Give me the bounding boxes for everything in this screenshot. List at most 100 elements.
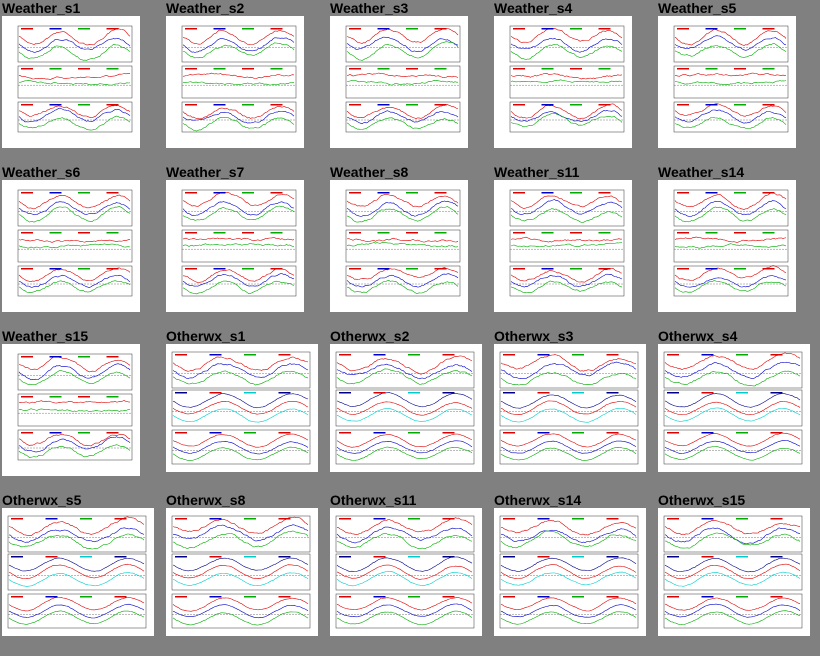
thumbnail-line xyxy=(336,597,473,611)
thumbnail-line xyxy=(18,239,131,243)
thumbnail-line xyxy=(500,440,637,454)
thumbnail-panel xyxy=(17,429,133,461)
thumbnail-label xyxy=(78,28,90,30)
thumbnail-line xyxy=(182,110,295,124)
thumbnail-label xyxy=(677,192,689,194)
thumbnail-label xyxy=(442,392,455,394)
thumbnail-line xyxy=(336,408,473,422)
cell-title: Weather_s3 xyxy=(330,0,409,16)
thumbnail-label xyxy=(442,596,455,598)
thumbnail-label xyxy=(209,354,222,356)
thumbnail-label xyxy=(442,518,455,520)
thumbnail-label xyxy=(442,432,455,434)
thumbnail-line xyxy=(18,115,131,131)
thumbnail-panel xyxy=(171,389,311,427)
thumbnail-line xyxy=(674,117,787,130)
thumbnail-line xyxy=(172,530,309,549)
thumbnail-line xyxy=(664,557,801,573)
thumbnail-panel xyxy=(17,229,133,263)
thumbnail-line xyxy=(182,237,295,242)
thumbnail-label xyxy=(349,28,361,30)
thumbnail-line xyxy=(18,28,131,46)
thumbnail-label xyxy=(572,432,584,434)
thumbnail-label xyxy=(701,556,714,558)
thumbnail-line xyxy=(336,355,473,375)
thumbnail-line xyxy=(18,43,131,61)
thumbnail-label xyxy=(11,556,23,558)
thumbnail-label xyxy=(442,354,455,356)
thumbnail-panel xyxy=(171,429,311,465)
thumbnail-label xyxy=(78,396,90,398)
cell-title: Weather_s1 xyxy=(2,0,81,16)
thumbnail-line xyxy=(664,603,801,618)
gallery-cell: Weather_s1 xyxy=(0,0,164,164)
thumbnail-label xyxy=(736,556,748,558)
cell-title: Weather_s14 xyxy=(658,164,745,180)
gallery-cell: Weather_s6 xyxy=(0,164,164,328)
gallery-cell: Weather_s14 xyxy=(656,164,820,328)
thumbnail-line xyxy=(664,401,801,416)
thumbnail-line xyxy=(18,267,131,283)
thumbnail-panel xyxy=(509,229,625,263)
thumbnail-label xyxy=(270,232,283,234)
thumbnail-line xyxy=(500,571,637,586)
thumbnail-label xyxy=(339,432,351,434)
thumbnail-line xyxy=(172,408,309,423)
thumbnail-line xyxy=(664,597,801,611)
cell-title: Otherwx_s5 xyxy=(2,492,82,508)
gallery-cell: Weather_s7 xyxy=(164,164,328,328)
thumbnail-label xyxy=(572,518,584,520)
thumbnail-line xyxy=(182,29,295,45)
thumbnail-line xyxy=(346,241,459,248)
thumbnail-line xyxy=(664,393,801,408)
thumbnail-label xyxy=(106,28,119,30)
thumbnail-line xyxy=(346,194,459,208)
thumbnail-label xyxy=(705,104,718,106)
thumbnail-label xyxy=(701,432,714,434)
thumbnail-label xyxy=(49,356,62,358)
thumbnail-label xyxy=(78,268,90,270)
gallery-cell: Otherwx_s4 xyxy=(656,328,820,492)
thumbnail-line xyxy=(664,446,801,461)
thumbnail-chart xyxy=(499,351,639,465)
thumbnail-label xyxy=(244,392,256,394)
gallery-cell: Weather_s5 xyxy=(656,0,820,164)
thumbnail-panel xyxy=(181,65,297,99)
thumbnail-chart xyxy=(335,515,475,629)
thumbnail-panel xyxy=(17,353,133,391)
gallery-cell: Otherwx_s2 xyxy=(328,328,492,492)
thumbnail-label xyxy=(209,518,222,520)
thumbnail-panel xyxy=(345,65,461,99)
thumbnail-panel xyxy=(509,189,625,227)
thumbnail-label xyxy=(21,28,33,30)
thumbnail-label xyxy=(373,556,386,558)
thumbnail-line xyxy=(172,370,309,386)
thumbnail-label xyxy=(209,596,222,598)
thumbnail-label xyxy=(606,354,619,356)
thumbnail-label xyxy=(373,432,386,434)
thumbnail-label xyxy=(49,232,62,234)
thumbnail-label xyxy=(677,232,689,234)
thumbnail-label xyxy=(175,392,187,394)
gallery-cell: Otherwx_s11 xyxy=(328,492,492,656)
thumbnail-line xyxy=(510,28,623,43)
thumbnail-panel xyxy=(171,515,311,553)
thumbnail-label xyxy=(80,518,92,520)
thumbnail-line xyxy=(500,446,637,461)
thumbnail-panel xyxy=(335,389,475,427)
thumbnail-image xyxy=(2,508,154,636)
thumbnail-panel xyxy=(17,189,133,227)
cell-title: Weather_s15 xyxy=(2,328,89,344)
thumbnail-line xyxy=(674,35,787,51)
thumbnail-label xyxy=(242,232,254,234)
gallery-cell: Otherwx_s5 xyxy=(0,492,164,656)
thumbnail-label xyxy=(598,192,611,194)
thumbnail-line xyxy=(510,267,622,283)
gallery-cell: Otherwx_s14 xyxy=(492,492,656,656)
thumbnail-label xyxy=(570,268,582,270)
thumbnail-image xyxy=(658,344,810,472)
thumbnail-line xyxy=(510,73,623,80)
thumbnail-panel xyxy=(499,389,639,427)
thumbnail-image xyxy=(166,16,304,148)
